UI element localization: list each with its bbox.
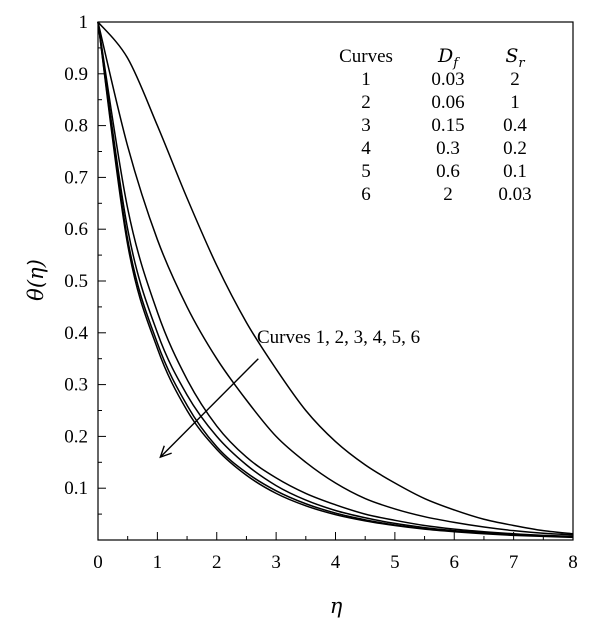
parameter-table: Curves Df Sr 1 0.03 22 0.06 13 0.15 0.44 0.3 0.2… — [339, 45, 532, 205]
y-tick-label: 0.9 — [64, 64, 88, 85]
x-tick-label: 8 — [568, 552, 578, 573]
annotation-label: Curves 1, 2, 3, 4, 5, 6 — [257, 327, 420, 348]
table-cell: 0.4 — [503, 115, 527, 136]
table-cell: 0.03 — [431, 69, 464, 90]
y-tick-label: 0.4 — [64, 323, 88, 344]
table-cell: 3 — [361, 115, 371, 136]
curve-5 — [97, 21, 574, 538]
table-rows: 1 0.03 2 2 0.06 1 3 0.15 0.4 4 0.3 0.2 5 0.6 0.1 6 2 0.03 — [361, 69, 531, 205]
table-cell: 0.2 — [503, 138, 527, 159]
curves-annotation: Curves 1, 2, 3, 4, 5, 6 — [159, 327, 420, 459]
annotation-arrowhead — [159, 445, 172, 459]
table-cell: 4 — [361, 138, 371, 159]
x-tick-label: 3 — [271, 552, 281, 573]
axis-ticks — [97, 21, 574, 540]
table-cell: 0.6 — [436, 161, 460, 182]
y-tick-label: 0.7 — [64, 167, 88, 188]
y-tick-label: 0.1 — [64, 478, 88, 499]
table-cell: 1 — [510, 92, 520, 113]
x-axis-title: η — [330, 594, 343, 618]
curves-group — [97, 21, 574, 539]
x-tick-label: 2 — [212, 552, 222, 573]
x-tick-label: 0 — [93, 552, 103, 573]
y-tick-label: 0.8 — [64, 116, 88, 137]
table-cell: 2 — [361, 92, 371, 113]
table-cell: 1 — [361, 69, 371, 90]
curve-4 — [97, 21, 574, 538]
curve-3 — [97, 21, 574, 538]
table-header-df: Df — [437, 45, 460, 71]
tick-labels: 0 1 2 3 4 5 6 7 80.10.20.30.40.50.60.70.80.91 — [64, 12, 578, 573]
y-tick-label: 1 — [79, 12, 89, 33]
table-cell: 0.06 — [431, 92, 464, 113]
table-cell: 0.3 — [436, 138, 460, 159]
table-cell: 0.03 — [498, 184, 531, 205]
table-header-sr: Sr — [505, 45, 525, 71]
curve-2 — [97, 21, 574, 536]
y-tick-label: 0.2 — [64, 426, 88, 447]
table-cell: 0.1 — [503, 161, 527, 182]
table-cell: 5 — [361, 161, 371, 182]
table-header-curves: Curves — [339, 46, 393, 67]
plot-frame — [97, 21, 574, 541]
curve-6 — [97, 21, 574, 539]
x-tick-label: 5 — [390, 552, 400, 573]
y-axis-title: θ(η) — [24, 259, 48, 301]
curve-1 — [97, 21, 574, 535]
y-tick-label: 0.5 — [64, 271, 88, 292]
x-tick-label: 1 — [153, 552, 163, 573]
y-tick-label: 0.3 — [64, 375, 88, 396]
table-cell: 0.15 — [431, 115, 464, 136]
x-tick-label: 6 — [450, 552, 460, 573]
annotation-arrow — [159, 358, 259, 458]
table-cell: 2 — [443, 184, 453, 205]
x-tick-label: 4 — [331, 552, 341, 573]
y-tick-label: 0.6 — [64, 219, 88, 240]
table-cell: 6 — [361, 184, 371, 205]
x-tick-label: 7 — [509, 552, 519, 573]
table-cell: 2 — [510, 69, 520, 90]
